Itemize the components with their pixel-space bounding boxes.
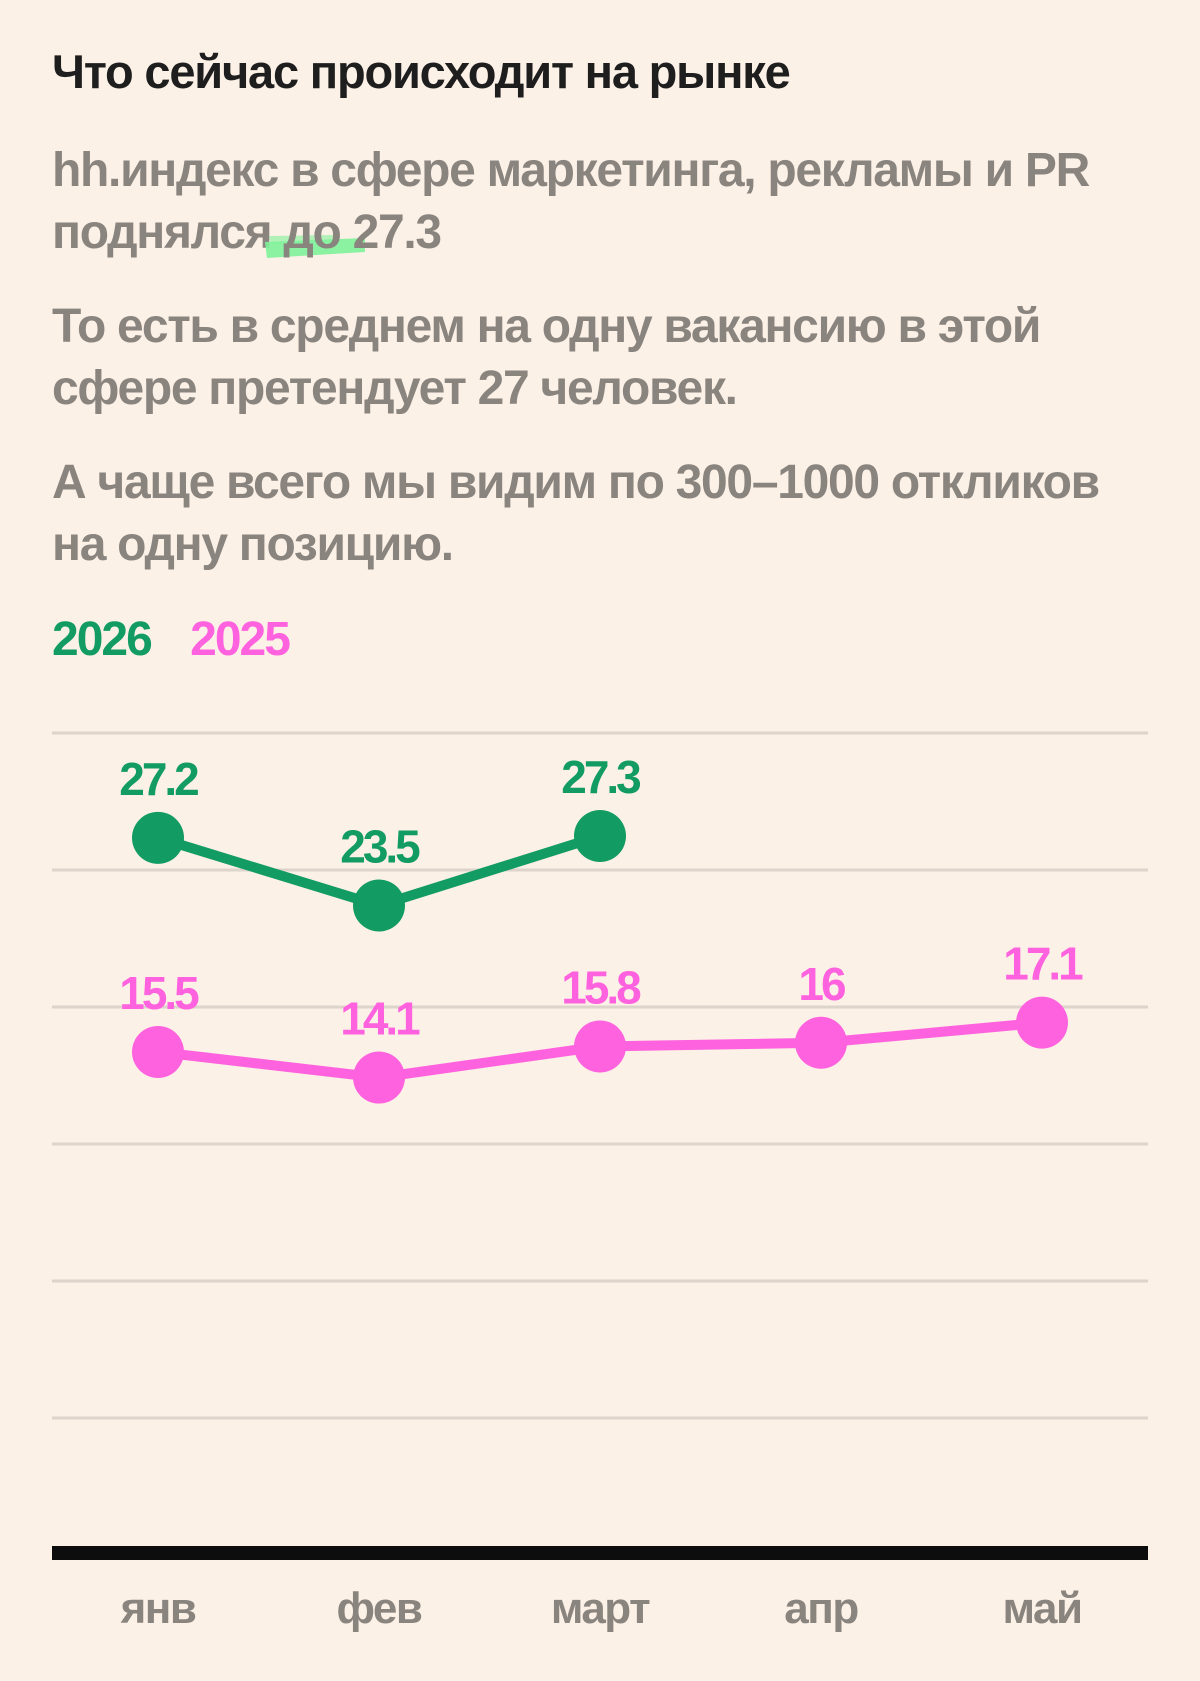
series-2026-point	[353, 879, 405, 932]
series-2025-segment	[816, 1017, 1047, 1048]
series-2025-data-label: 14.1	[340, 993, 420, 1045]
series-2025-point	[353, 1051, 405, 1104]
series-2025-segment	[374, 1041, 605, 1083]
series-2026-data-label: 27.3	[561, 751, 640, 803]
series-2025-data-label: 15.8	[561, 961, 641, 1013]
series-2025-point	[1016, 996, 1068, 1049]
series-2025-segment	[153, 1046, 384, 1083]
series-2026-data-label: 23.5	[340, 821, 420, 873]
page-heading: Что сейчас происходит на рынке	[52, 45, 791, 98]
chart-legend: 2026 2025	[52, 612, 317, 667]
series-2026-segment	[153, 832, 384, 911]
series-2025-point	[574, 1020, 626, 1073]
index-paragraph-text: hh.индекс в сфере маркетинга, рекламы и …	[52, 144, 1090, 259]
x-tick-label: апр	[784, 1584, 858, 1633]
x-tick-label: май	[1003, 1584, 1082, 1633]
explanation-paragraph: То есть в среднем на одну вакансию в это…	[52, 300, 1041, 415]
x-tick-label: фев	[337, 1584, 422, 1633]
highlighter-stroke	[265, 235, 366, 258]
series-2025-segment	[595, 1037, 826, 1052]
index-paragraph: hh.индекс в сфере маркетинга, рекламы и …	[52, 140, 1162, 264]
legend-item-2025: 2025	[190, 613, 291, 666]
x-tick-label: янв	[120, 1584, 196, 1633]
series-2026-point	[132, 811, 184, 864]
series-2025-data-label: 16	[798, 958, 845, 1010]
series-2025-point	[132, 1025, 184, 1078]
x-tick-label: март	[551, 1584, 650, 1633]
series-2025-data-label: 15.5	[119, 967, 199, 1019]
series-2026-point	[574, 810, 626, 862]
series-2025-data-label: 17.1	[1003, 938, 1083, 990]
highlighted-value: до 27.3	[265, 202, 442, 264]
highlighted-value-text: до 27.3	[283, 206, 442, 259]
series-2026-segment	[374, 831, 605, 911]
legend-item-2026: 2026	[52, 613, 153, 666]
series-2025-point	[795, 1016, 847, 1069]
responses-paragraph: А чаще всего мы видим по 300–1000 отклик…	[52, 456, 1100, 571]
series-2026-data-label: 27.2	[119, 753, 198, 805]
